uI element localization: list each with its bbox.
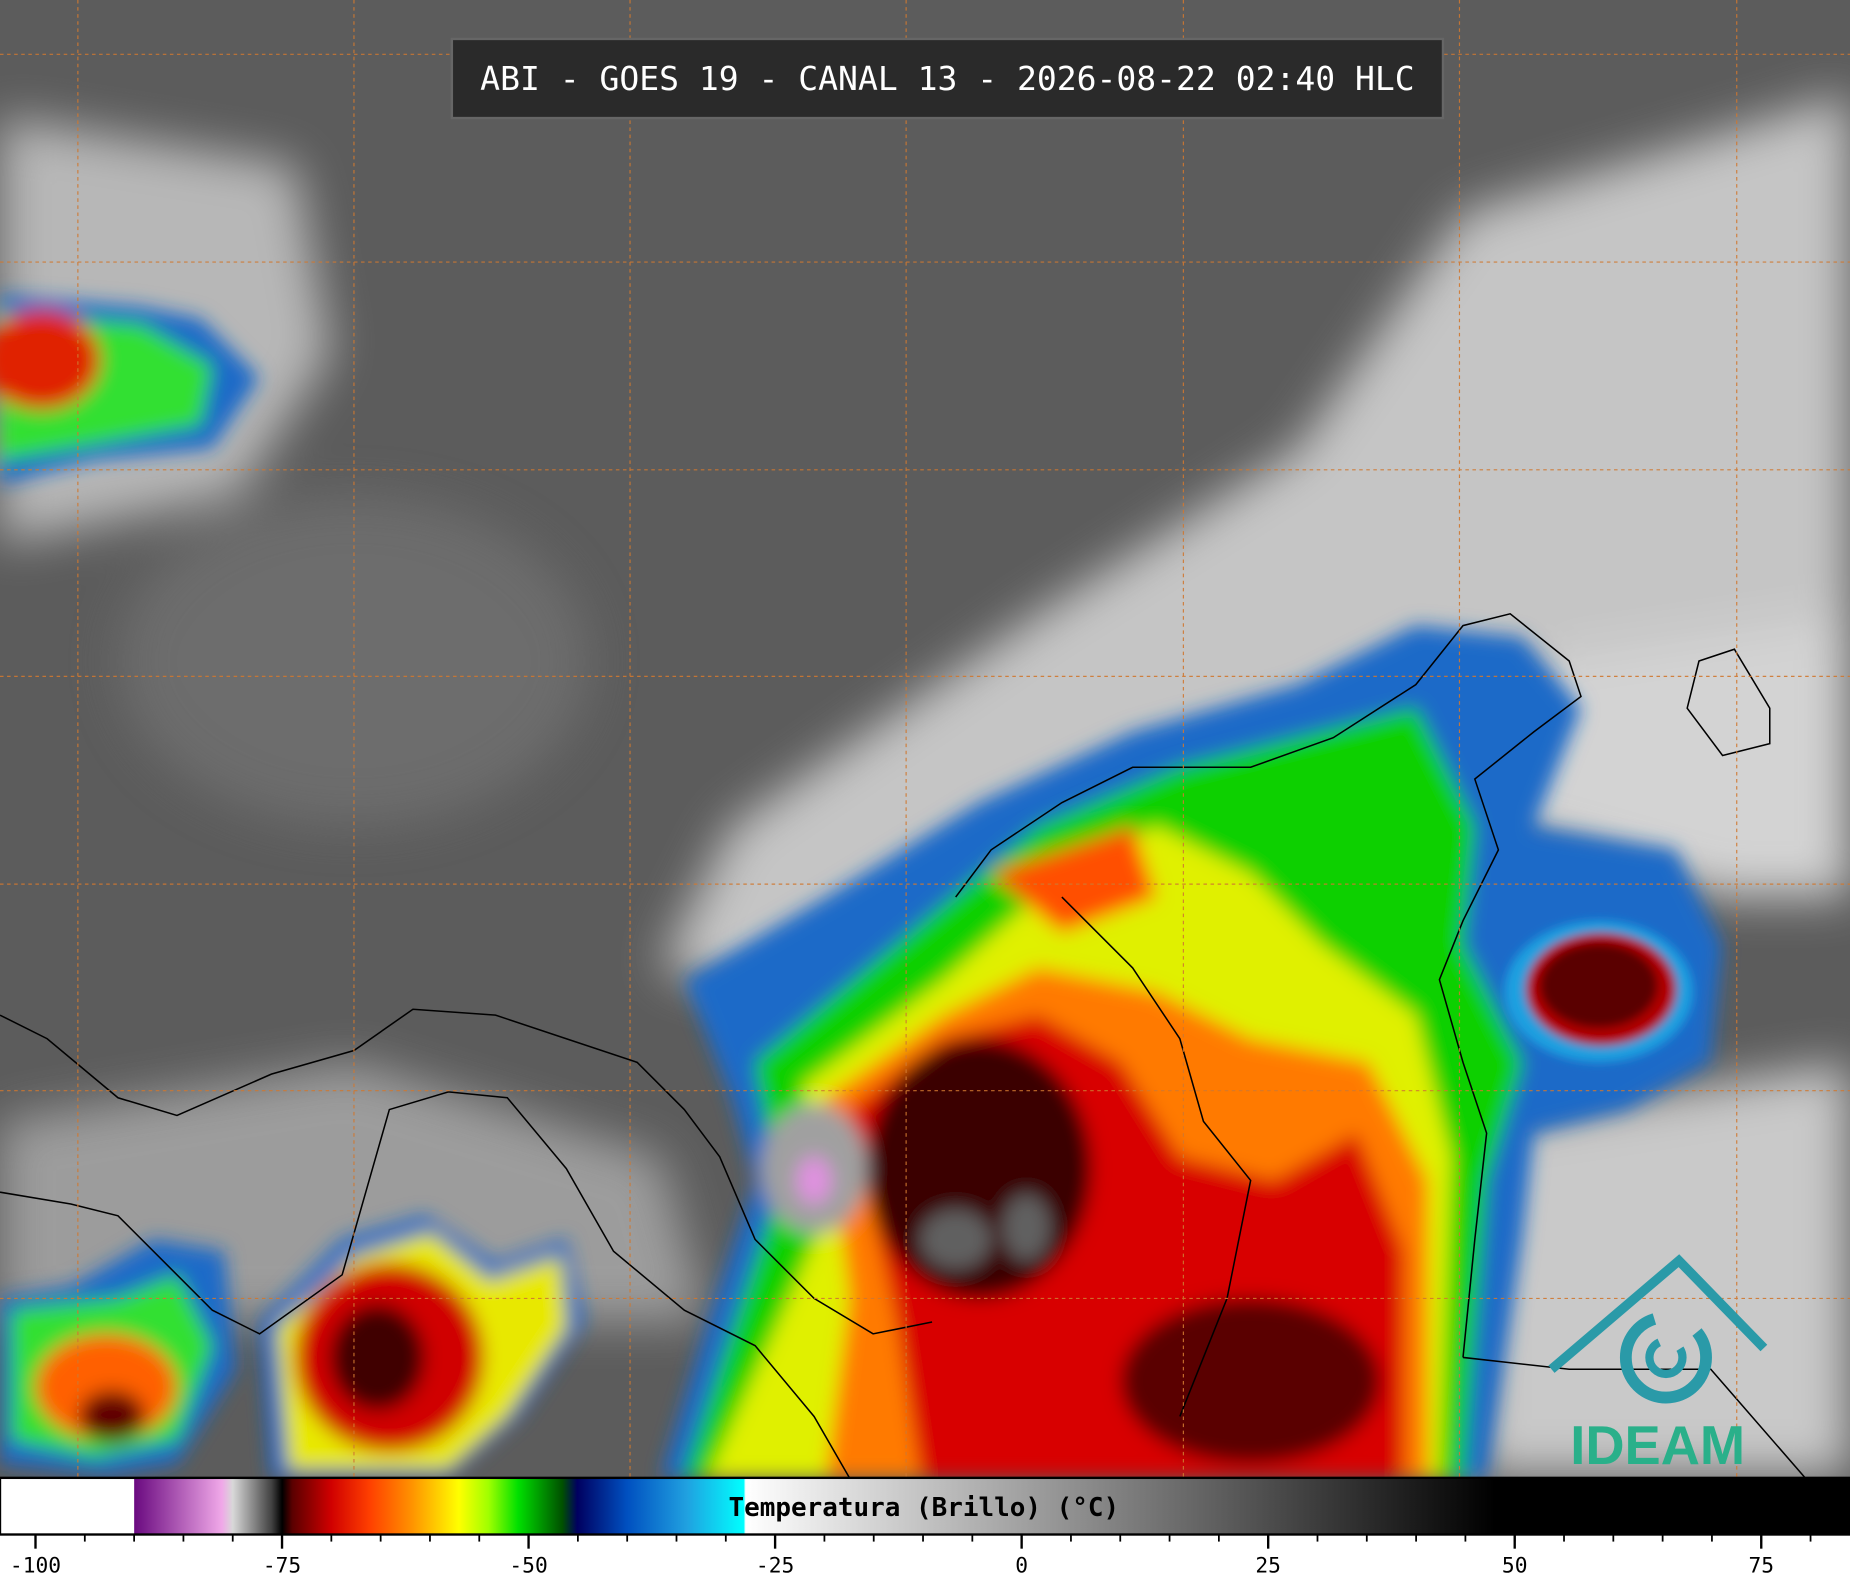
tick-label: 75 — [1748, 1553, 1774, 1577]
tick-label: 50 — [1502, 1553, 1528, 1577]
logo: IDEAM — [1548, 1254, 1768, 1476]
tick-label: -75 — [263, 1553, 301, 1577]
title-box — [450, 37, 1445, 120]
tick-label: 25 — [1255, 1553, 1281, 1577]
title: ABI - GOES 19 - CANAL 13 - 2026-08-22 02… — [480, 59, 1414, 98]
logo-text: IDEAM — [1570, 1415, 1745, 1476]
tick-label: 0 — [1015, 1553, 1028, 1577]
tick-label: -100 — [10, 1553, 61, 1577]
colorbar — [0, 1476, 1850, 1536]
colorbar-label: Temperatura (Brillo) (°C) — [729, 1493, 1120, 1523]
tick-label: -25 — [756, 1553, 794, 1577]
colorbar-ticks: -100 -75 -50 -25 0 25 50 75 — [10, 1534, 1812, 1577]
tick-label: -50 — [509, 1553, 547, 1577]
satellite-image — [0, 0, 1850, 1479]
